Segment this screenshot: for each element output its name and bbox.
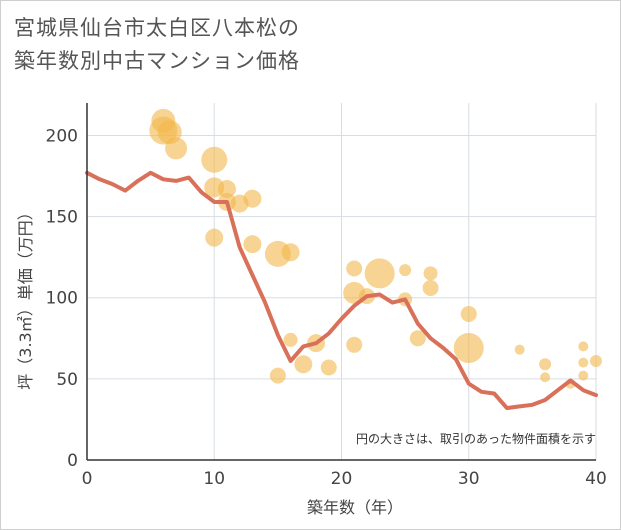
x-tick-label: 40: [585, 469, 607, 489]
tick-labels: 0 10 20 30 40 0 50 100 150 200: [46, 126, 607, 489]
chart-title-line1: 宮城県仙台市太白区八本松の: [14, 16, 300, 40]
data-bubble: [423, 266, 438, 281]
y-axis-label: 坪（3.3㎡）単価（万円）: [16, 204, 35, 389]
data-bubble: [514, 344, 525, 355]
chart-title: 宮城県仙台市太白区八本松の 築年数別中古マンション価格: [14, 12, 300, 78]
data-bubble: [364, 258, 395, 289]
data-bubble: [243, 189, 262, 208]
data-bubble: [283, 332, 298, 347]
bubble-size-note: 円の大きさは、取引のあった物件面積を示す: [356, 431, 596, 446]
data-bubble: [409, 330, 426, 347]
data-bubble: [399, 264, 412, 277]
data-bubble: [346, 260, 363, 277]
data-bubble: [578, 357, 589, 368]
data-bubble: [578, 370, 589, 381]
y-tick-label: 200: [46, 126, 78, 146]
data-bubble: [320, 359, 337, 376]
data-bubble: [294, 355, 313, 374]
data-bubble: [578, 341, 589, 352]
chart-title-line2: 築年数別中古マンション価格: [14, 49, 300, 73]
y-tick-label: 100: [46, 289, 78, 309]
y-tick-label: 50: [56, 370, 78, 390]
x-tick-label: 10: [203, 469, 225, 489]
data-bubble: [165, 137, 188, 160]
data-bubble: [460, 305, 477, 322]
data-bubble: [243, 235, 262, 254]
data-bubble: [453, 333, 484, 364]
data-bubble: [269, 367, 286, 384]
data-bubble: [281, 243, 300, 262]
data-bubble: [540, 372, 551, 383]
data-bubble: [539, 358, 552, 371]
transaction-bubbles: [149, 108, 602, 389]
x-axis-label: 築年数（年）: [307, 498, 403, 517]
data-bubble: [346, 336, 363, 353]
data-bubble: [422, 279, 439, 296]
average-price-line: [85, 170, 598, 411]
x-tick-label: 30: [458, 469, 480, 489]
data-bubble: [201, 146, 228, 173]
x-tick-label: 20: [331, 469, 353, 489]
data-bubble: [590, 355, 602, 368]
data-bubble: [205, 228, 224, 247]
trend-line: [85, 170, 598, 411]
y-tick-label: 0: [67, 451, 78, 471]
data-bubble: [217, 180, 236, 199]
axes: [86, 103, 596, 461]
y-tick-label: 150: [46, 208, 78, 228]
x-tick-label: 0: [82, 469, 93, 489]
